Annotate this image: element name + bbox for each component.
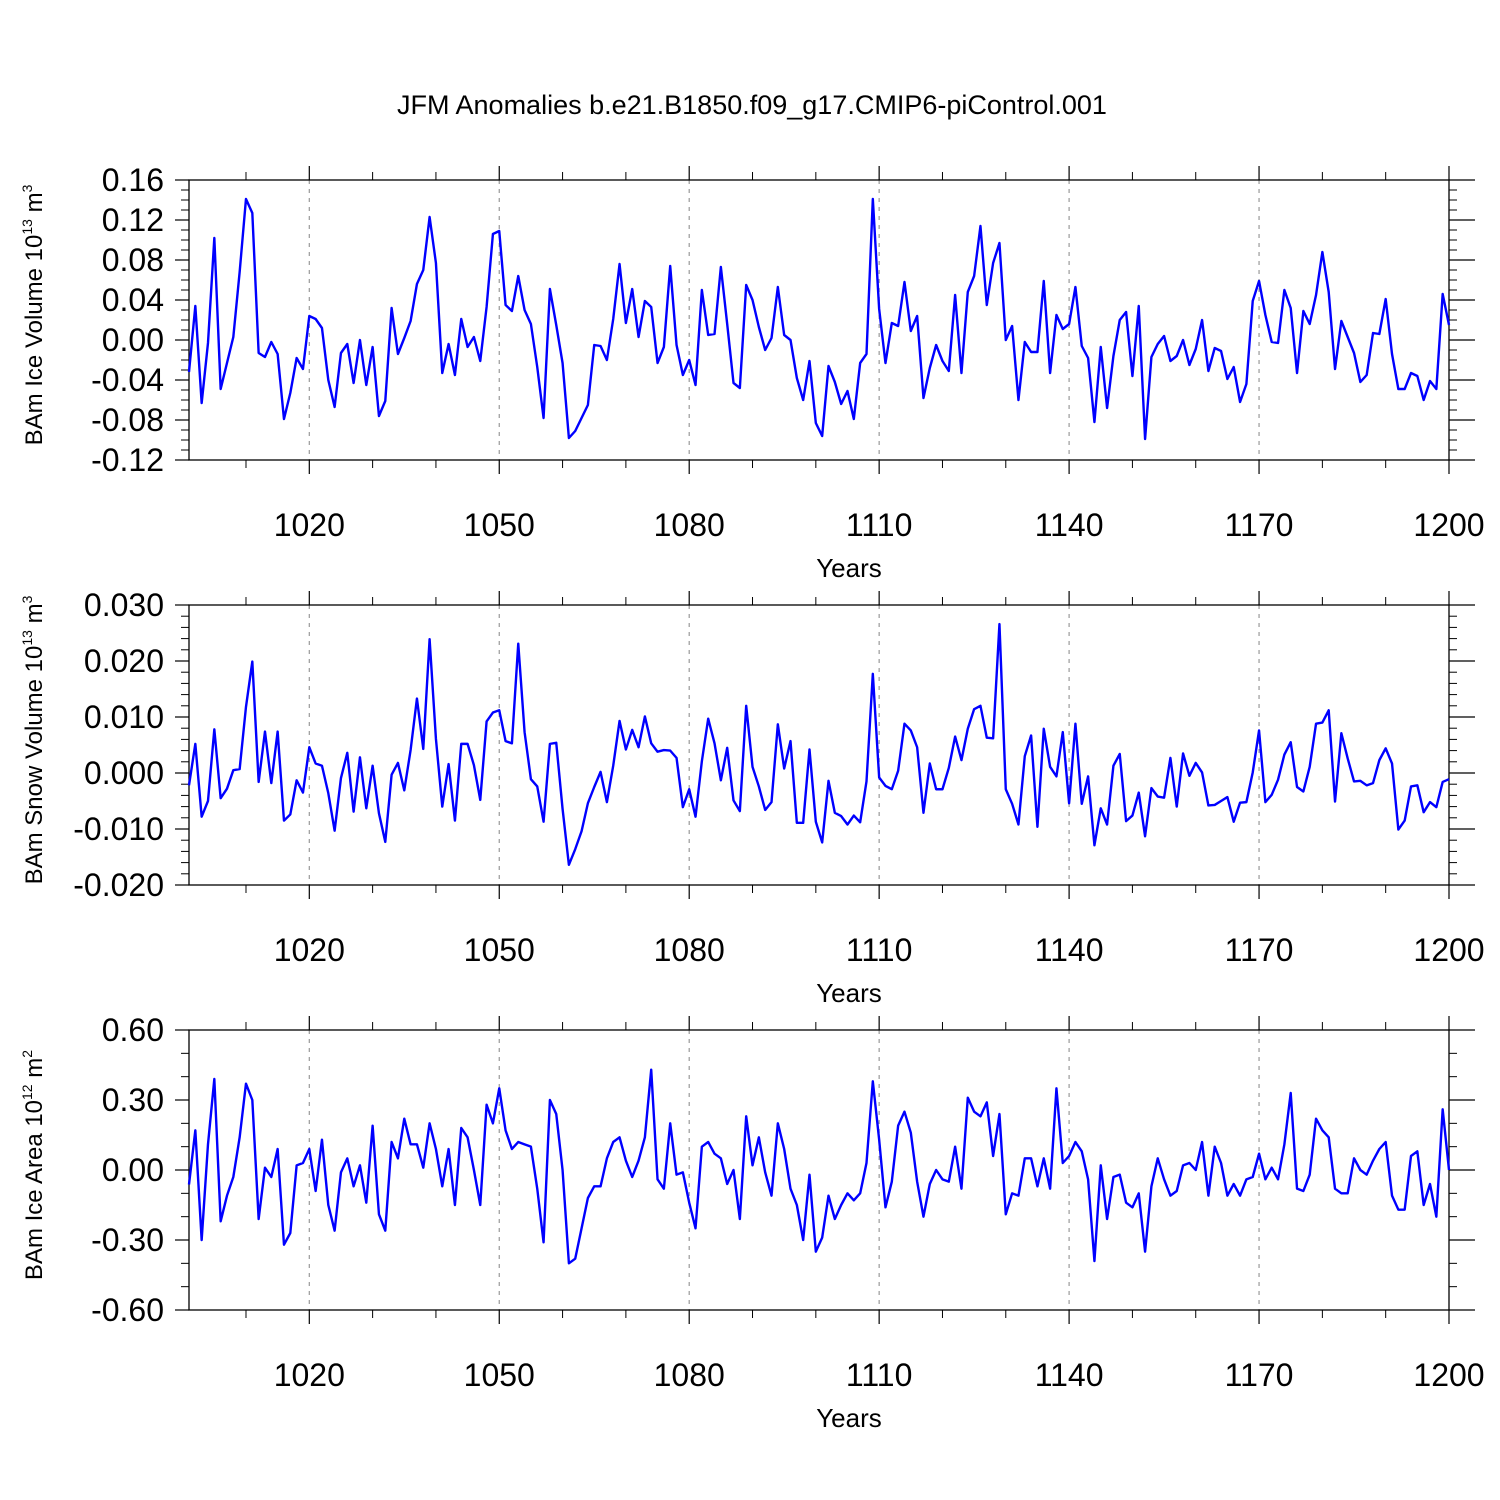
x-tick-label: 1080 (654, 932, 725, 968)
x-axis-label: Years (816, 1403, 882, 1433)
y-tick-label: 0.030 (84, 587, 164, 623)
series-line (187, 622, 1450, 867)
y-tick-label: -0.08 (91, 402, 164, 438)
y-tick-label: 0.60 (102, 1012, 164, 1048)
y-tick-label: 0.010 (84, 699, 164, 735)
x-tick-label: 1200 (1413, 507, 1484, 543)
x-tick-label: 1020 (274, 507, 345, 543)
x-tick-label: 1170 (1225, 932, 1294, 968)
x-tick-label: 1050 (464, 507, 535, 543)
y-tick-label: -0.12 (91, 442, 164, 478)
x-tick-label: 1140 (1035, 1357, 1104, 1393)
x-tick-label: 1080 (654, 507, 725, 543)
y-tick-label: -0.04 (91, 362, 164, 398)
x-tick-label: 1140 (1035, 932, 1104, 968)
y-tick-label: 0.020 (84, 643, 164, 679)
y-tick-label: 0.30 (102, 1082, 164, 1118)
x-tick-label: 1110 (846, 507, 912, 543)
x-tick-label: 1050 (464, 1357, 535, 1393)
y-axis-label: BAm Ice Volume 1013 m3 (19, 184, 48, 445)
x-tick-label: 1200 (1413, 932, 1484, 968)
y-axis-label: BAm Snow Volume 1013 m3 (19, 595, 48, 884)
x-tick-label: 1020 (274, 1357, 345, 1393)
panels: 1020 1050 1080 1110 1140 1170 1200 -0.12 -0.08 -0… (19, 162, 1485, 1433)
x-tick-label: 1170 (1225, 507, 1294, 543)
plot-frame (188, 604, 1450, 886)
series-line (187, 197, 1451, 441)
y-tick-label: -0.010 (73, 811, 164, 847)
y-tick-label: 0.00 (102, 322, 164, 358)
y-tick-label: 0.08 (102, 242, 164, 278)
y-tick-label: -0.60 (91, 1292, 164, 1328)
x-tick-label: 1110 (846, 932, 912, 968)
x-tick-label: 1020 (274, 932, 345, 968)
x-axis-label: Years (816, 978, 882, 1008)
y-axis-label: BAm Ice Area 1012 m2 (19, 1050, 48, 1280)
panel-1: 1020 1050 1080 1110 1140 1170 1200 -0.12 -0.08 -0… (19, 162, 1485, 583)
panel-3: 1020 1050 1080 1110 1140 1170 1200 -0.60 -0.30 0.… (19, 1012, 1485, 1433)
x-axis-label: Years (816, 553, 882, 583)
figure-title: JFM Anomalies b.e21.B1850.f09_g17.CMIP6-… (397, 90, 1107, 120)
x-tick-label: 1080 (654, 1357, 725, 1393)
x-tick-label: 1050 (464, 932, 535, 968)
x-tick-label: 1200 (1413, 1357, 1484, 1393)
panel-2: 1020 1050 1080 1110 1140 1170 1200 -0.020 -0.010… (19, 587, 1485, 1008)
y-tick-label: 0.04 (102, 282, 164, 318)
x-tick-label: 1170 (1225, 1357, 1294, 1393)
y-tick-label: 0.000 (84, 755, 164, 791)
series-line (187, 1068, 1451, 1265)
y-tick-label: 0.00 (102, 1152, 164, 1188)
x-tick-label: 1110 (846, 1357, 912, 1393)
x-tick-label: 1140 (1035, 507, 1104, 543)
y-tick-label: 0.16 (102, 162, 164, 198)
y-tick-label: 0.12 (102, 202, 164, 238)
y-tick-label: -0.30 (91, 1222, 164, 1258)
y-tick-label: -0.020 (73, 867, 164, 903)
